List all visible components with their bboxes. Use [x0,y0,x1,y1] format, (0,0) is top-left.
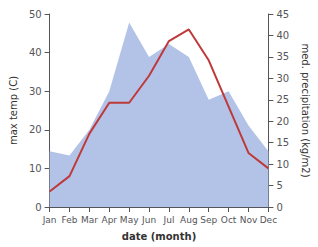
svg-text:Dec: Dec [260,215,277,225]
svg-text:date (month): date (month) [122,231,196,242]
svg-text:5: 5 [276,180,282,191]
svg-text:30: 30 [276,73,289,84]
svg-text:40: 40 [29,47,42,58]
svg-text:med. precipitation (kg/m2): med. precipitation (kg/m2) [300,43,311,177]
svg-text:0: 0 [276,202,282,213]
svg-text:30: 30 [29,86,42,97]
svg-text:Jan: Jan [42,215,57,225]
svg-text:Jul: Jul [163,215,175,225]
svg-text:Aug: Aug [180,215,198,225]
svg-text:35: 35 [276,51,289,62]
svg-text:10: 10 [276,159,289,170]
svg-text:Apr: Apr [101,215,117,225]
svg-text:15: 15 [276,137,289,148]
svg-text:May: May [120,215,139,225]
svg-text:50: 50 [29,9,42,20]
svg-text:Feb: Feb [62,215,78,225]
svg-text:20: 20 [276,116,289,127]
svg-text:25: 25 [276,94,289,105]
svg-text:20: 20 [29,124,42,135]
svg-text:Nov: Nov [240,215,258,225]
svg-text:max temp (C): max temp (C) [8,76,19,145]
svg-text:10: 10 [29,163,42,174]
svg-text:40: 40 [276,30,289,41]
svg-text:Jun: Jun [141,215,156,225]
svg-text:Sep: Sep [200,215,217,225]
svg-text:45: 45 [276,9,289,20]
svg-text:0: 0 [35,202,41,213]
svg-text:Oct: Oct [221,215,237,225]
svg-text:Mar: Mar [81,215,98,225]
